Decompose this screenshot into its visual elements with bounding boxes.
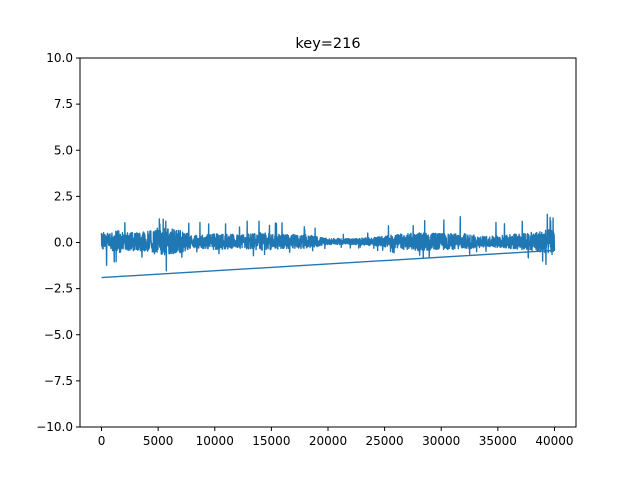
y-tick-label: 0.0: [54, 236, 73, 250]
plot-area: [100, 213, 556, 279]
x-tick-label: 5000: [143, 434, 174, 448]
chart-title: key=216: [295, 36, 360, 52]
x-tick-label: 35000: [479, 434, 517, 448]
series-line: [100, 213, 556, 279]
y-tick-label: 10.0: [46, 51, 73, 65]
x-tick-label: 20000: [309, 434, 347, 448]
x-tick-label: 10000: [196, 434, 234, 448]
plot-frame: [79, 57, 577, 428]
x-tick-label: 0: [98, 434, 106, 448]
y-axis: −10.0 −7.5 −5.0 −2.5 0.0 2.5 5.0 7.5 10.0: [36, 51, 80, 434]
x-tick-label: 15000: [252, 434, 290, 448]
x-tick-label: 30000: [422, 434, 460, 448]
y-tick-label: −10.0: [36, 420, 73, 434]
x-tick-label: 40000: [535, 434, 573, 448]
y-tick-label: −7.5: [44, 374, 73, 388]
x-tick-label: 25000: [366, 434, 404, 448]
y-tick-label: −5.0: [44, 328, 73, 342]
x-axis: 0 5000 10000 15000 20000 25000 30000 35000 40000: [98, 427, 574, 448]
y-tick-label: 2.5: [54, 189, 73, 203]
y-tick-label: −2.5: [44, 282, 73, 296]
y-tick-label: 5.0: [54, 143, 73, 157]
y-tick-label: 7.5: [54, 97, 73, 111]
